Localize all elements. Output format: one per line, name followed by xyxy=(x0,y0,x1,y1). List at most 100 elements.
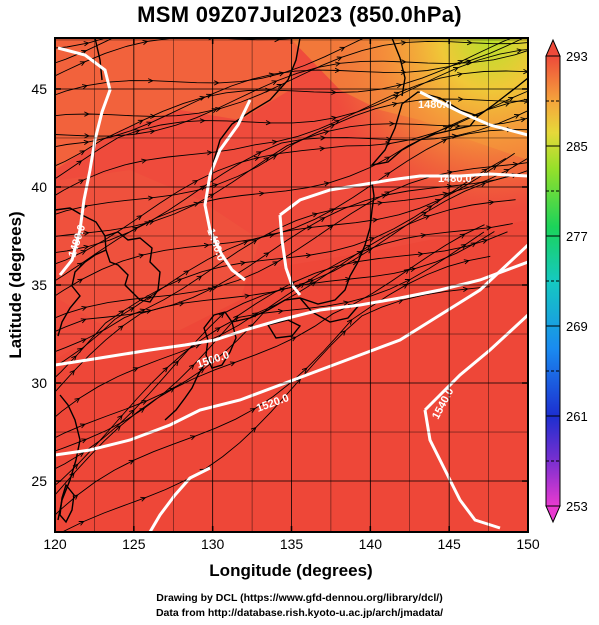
streamline-arrow xyxy=(339,27,344,31)
x-tick-label: 135 xyxy=(280,536,304,552)
streamline-arrow xyxy=(80,338,87,344)
streamline-arrow xyxy=(271,154,278,160)
streamline-arrow xyxy=(480,182,487,188)
x-axis: 120 125 130 135 140 145 150 xyxy=(43,38,540,552)
streamline-arrow xyxy=(516,48,523,54)
x-tick-label: 140 xyxy=(359,536,383,552)
streamline-arrow xyxy=(188,364,195,370)
streamline-arrow xyxy=(132,367,139,372)
streamline-arrow xyxy=(306,225,313,231)
contour-1480-west xyxy=(57,46,112,276)
height-contours xyxy=(55,46,528,532)
streamline-arrow xyxy=(460,243,467,249)
streamline-arrow xyxy=(250,426,257,433)
streamline-arrow xyxy=(183,270,190,276)
streamline-arrow xyxy=(334,67,341,74)
streamline-arrow xyxy=(218,312,225,319)
streamline-arrow xyxy=(272,261,279,267)
streamline-arrow xyxy=(458,96,464,102)
streamline-arrow xyxy=(455,123,461,129)
contour-1480-center xyxy=(203,99,252,282)
streamline-arrow xyxy=(481,168,488,174)
streamline-arrow xyxy=(441,138,448,144)
streamline-arrow xyxy=(80,250,87,255)
streamline-arrow xyxy=(276,84,283,89)
streamline-arrow xyxy=(148,78,154,84)
streamline-arrow xyxy=(518,33,523,37)
streamline-arrow xyxy=(263,252,270,258)
colorbar-label: 261 xyxy=(566,409,588,424)
coastline-primorye xyxy=(94,38,301,179)
streamline-arrow xyxy=(369,237,376,242)
streamline-arrow xyxy=(203,242,210,249)
streamline-arrow xyxy=(79,61,86,66)
streamline-arrow xyxy=(213,80,220,86)
streamline-arrow xyxy=(251,239,258,245)
streamline-arrow xyxy=(74,397,81,403)
streamline-arrow xyxy=(145,20,150,24)
streamline-arrow xyxy=(312,212,319,218)
streamline-arrow xyxy=(320,135,327,141)
streamline xyxy=(55,38,303,77)
streamline-arrow xyxy=(442,191,449,197)
coastline-kuril xyxy=(477,77,528,117)
streamline-arrow xyxy=(323,129,330,135)
streamline-arrow xyxy=(295,378,302,384)
streamline-arrow xyxy=(169,387,176,393)
y-tick-label: 45 xyxy=(31,81,47,97)
streamline-arrow xyxy=(465,7,470,11)
y-tick-label: 40 xyxy=(31,179,47,195)
streamline-arrow xyxy=(134,129,141,135)
streamline-arrow xyxy=(206,93,213,99)
credit-data: Data from http://database.rish.kyoto-u.a… xyxy=(155,607,444,619)
streamline-arrow xyxy=(263,157,270,163)
x-tick-label: 145 xyxy=(437,536,461,552)
streamline-arrow xyxy=(377,200,384,206)
streamline-arrow xyxy=(178,301,185,307)
streamline-arrow xyxy=(83,41,90,47)
streamline-arrow xyxy=(531,47,536,51)
streamline-arrow xyxy=(352,260,359,266)
streamline-arrow xyxy=(271,139,278,145)
streamline-arrow xyxy=(442,126,449,131)
streamline-arrow xyxy=(345,276,352,282)
streamline-arrow xyxy=(189,435,196,441)
streamline-arrow xyxy=(244,293,251,299)
streamline-arrow xyxy=(400,21,405,25)
streamline-arrow xyxy=(199,118,206,124)
streamline-arrow xyxy=(277,308,284,314)
streamline-arrow xyxy=(139,407,146,413)
credit-drawing: Drawing by DCL (https://www.gfd-dennou.o… xyxy=(156,592,443,604)
streamline-arrow xyxy=(343,300,350,306)
streamline-arrow xyxy=(465,59,472,65)
streamline-arrow xyxy=(452,67,459,72)
streamline-arrow xyxy=(424,215,431,220)
streamline-arrow xyxy=(118,310,125,316)
streamline-arrow xyxy=(199,95,206,101)
colorbar-label: 293 xyxy=(566,49,588,64)
streamline-arrow xyxy=(482,238,489,244)
streamline-arrow xyxy=(319,146,326,152)
coastline-honshu xyxy=(231,181,375,323)
streamline-arrow xyxy=(117,325,124,331)
y-tick-label: 35 xyxy=(31,277,47,293)
coastline-taiwan xyxy=(59,483,75,524)
colorbar-max-arrow xyxy=(545,38,561,57)
streamline-arrow xyxy=(142,39,149,45)
colorbar-label: 285 xyxy=(566,139,588,154)
streamline-arrow xyxy=(162,366,169,373)
streamline-arrow xyxy=(462,286,469,292)
colorbar-label: 277 xyxy=(566,229,588,244)
streamline-arrow xyxy=(77,278,84,284)
streamline-arrow xyxy=(176,278,183,284)
streamline-arrow xyxy=(531,7,536,11)
contour-label: 1480.0 xyxy=(418,99,452,111)
y-axis-label: Latitude (degrees) xyxy=(6,211,25,358)
streamline-arrow xyxy=(115,425,122,431)
coastline-korea xyxy=(104,231,161,303)
streamline-arrow xyxy=(204,3,209,7)
x-tick-label: 150 xyxy=(516,536,540,552)
streamline-arrow xyxy=(457,60,464,65)
streamline-arrow xyxy=(339,46,346,52)
streamline-arrow xyxy=(193,201,200,207)
